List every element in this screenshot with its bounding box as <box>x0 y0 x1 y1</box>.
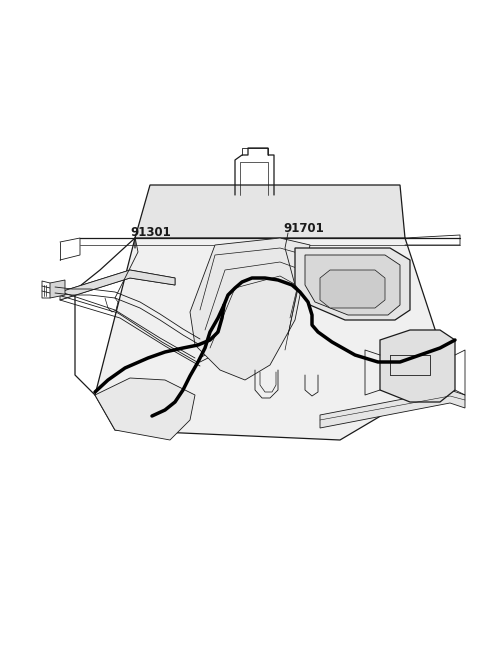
Polygon shape <box>380 330 455 402</box>
Polygon shape <box>60 270 175 300</box>
Polygon shape <box>95 378 195 440</box>
Polygon shape <box>50 280 65 298</box>
Polygon shape <box>295 248 410 320</box>
Text: 91301: 91301 <box>130 225 171 238</box>
Text: 91701: 91701 <box>283 221 324 234</box>
Polygon shape <box>190 238 310 380</box>
Polygon shape <box>305 255 400 315</box>
Polygon shape <box>95 238 450 440</box>
Polygon shape <box>135 185 405 238</box>
Polygon shape <box>320 270 385 308</box>
Polygon shape <box>320 390 465 428</box>
